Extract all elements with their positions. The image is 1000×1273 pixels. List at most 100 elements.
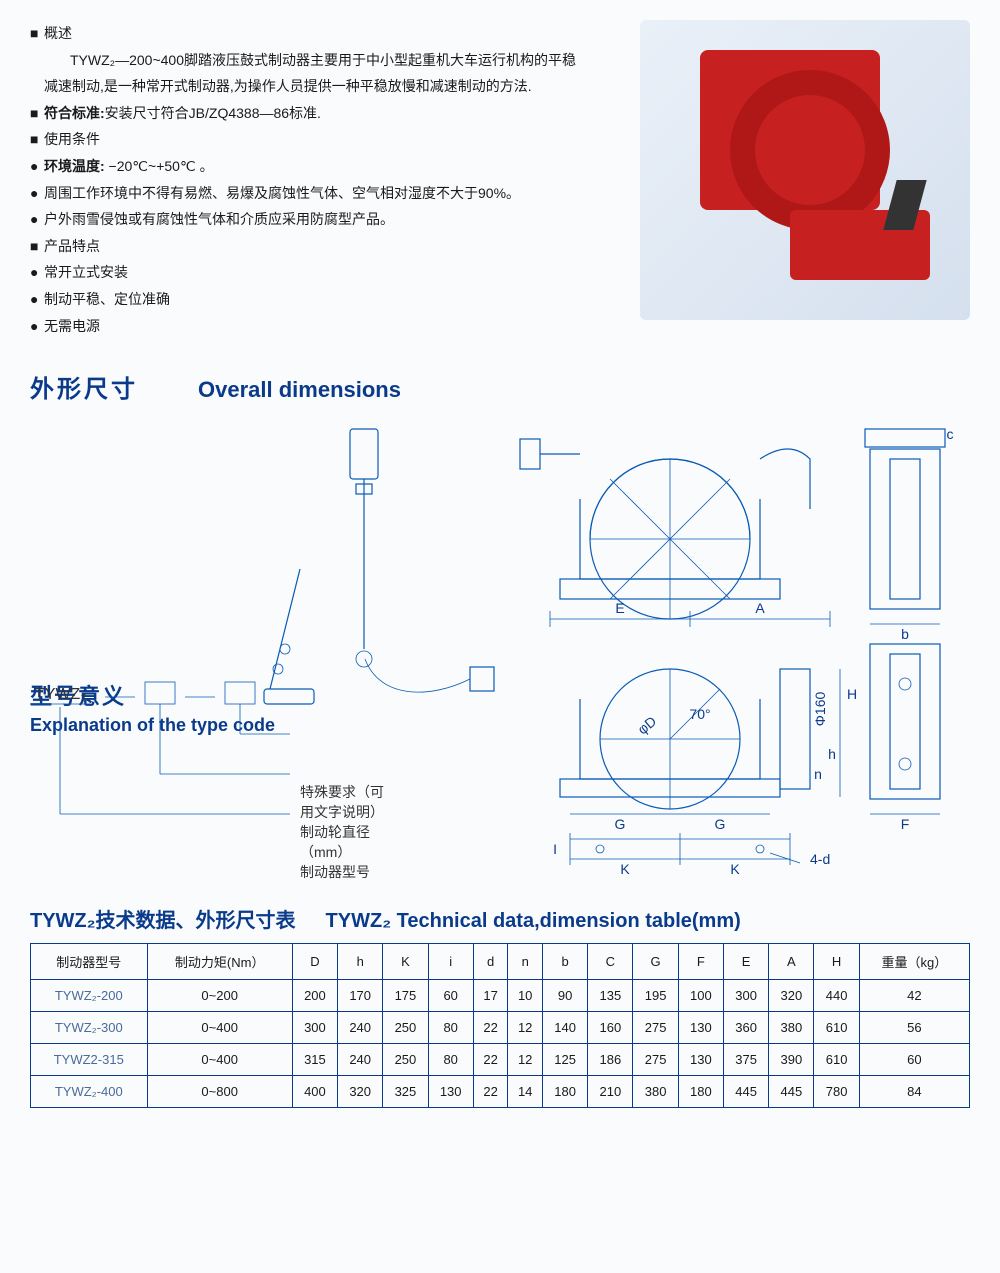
table-cell: 80	[428, 1012, 473, 1044]
svg-text:A: A	[755, 600, 765, 616]
table-cell: TYWZ2-315	[31, 1044, 148, 1076]
table-cell: 445	[769, 1076, 814, 1108]
table-header: 制动力矩(Nm）	[147, 944, 292, 980]
svg-text:K: K	[730, 861, 740, 877]
svg-text:K: K	[620, 861, 630, 877]
table-cell: 0~800	[147, 1076, 292, 1108]
table-cell: 390	[769, 1044, 814, 1076]
svg-text:b: b	[901, 626, 909, 642]
table-cell: 130	[678, 1012, 723, 1044]
table-cell: 210	[588, 1076, 633, 1108]
table-cell: 180	[542, 1076, 587, 1108]
svg-text:I: I	[553, 841, 557, 857]
table-cell: 135	[588, 980, 633, 1012]
product-photo	[640, 20, 970, 320]
table-cell: 170	[338, 980, 383, 1012]
table-cell: 325	[383, 1076, 428, 1108]
svg-text:G: G	[615, 816, 626, 832]
svg-text:70°: 70°	[689, 706, 710, 722]
table-cell: 400	[292, 1076, 337, 1108]
table-cell: TYWZ₂-300	[31, 1012, 148, 1044]
table-cell: 56	[859, 1012, 969, 1044]
table-cell: 90	[542, 980, 587, 1012]
svg-text:4-d: 4-d	[810, 851, 830, 867]
table-cell: 440	[814, 980, 859, 1012]
overview-line1: TYWZ₂—200~400脚踏液压鼓式制动器主要用于中小型起重机大车运行机构的平…	[30, 47, 620, 74]
table-cell: 380	[769, 1012, 814, 1044]
table-cell: 17	[473, 980, 508, 1012]
svg-text:φD: φD	[634, 713, 659, 738]
svg-text:Φ160: Φ160	[812, 692, 828, 727]
table-cell: 12	[508, 1044, 543, 1076]
table-header: G	[633, 944, 678, 980]
table-header: n	[508, 944, 543, 980]
table-row: TYWZ₂-3000~40030024025080221214016027513…	[31, 1012, 970, 1044]
table-header: F	[678, 944, 723, 980]
table-cell: 275	[633, 1012, 678, 1044]
table-cell: 315	[292, 1044, 337, 1076]
table-cell: 0~200	[147, 980, 292, 1012]
table-cell: 60	[428, 980, 473, 1012]
table-cell: 125	[542, 1044, 587, 1076]
table-header: d	[473, 944, 508, 980]
table-cell: 84	[859, 1076, 969, 1108]
table-cell: 140	[542, 1012, 587, 1044]
table-cell: 100	[678, 980, 723, 1012]
table-cell: 0~400	[147, 1012, 292, 1044]
table-cell: 130	[678, 1044, 723, 1076]
table-cell: 240	[338, 1012, 383, 1044]
table-cell: 186	[588, 1044, 633, 1076]
table-cell: 300	[723, 980, 768, 1012]
table-cell: 300	[292, 1012, 337, 1044]
svg-text:H: H	[847, 686, 857, 702]
svg-text:TYWZ₂: TYWZ₂	[35, 686, 87, 703]
table-header: H	[814, 944, 859, 980]
table-cell: 360	[723, 1012, 768, 1044]
table-header: i	[428, 944, 473, 980]
svg-text:c: c	[947, 426, 954, 442]
overview-text: ■概述 TYWZ₂—200~400脚踏液压鼓式制动器主要用于中小型起重机大车运行…	[30, 20, 620, 339]
table-cell: 12	[508, 1012, 543, 1044]
table-title: TYWZ₂技术数据、外形尺寸表 TYWZ₂ Technical data,dim…	[30, 904, 970, 933]
table-cell: 250	[383, 1012, 428, 1044]
table-cell: TYWZ₂-200	[31, 980, 148, 1012]
table-cell: 610	[814, 1044, 859, 1076]
svg-text:F: F	[901, 816, 910, 832]
table-cell: 610	[814, 1012, 859, 1044]
table-header: E	[723, 944, 768, 980]
table-cell: 22	[473, 1044, 508, 1076]
diagram-area: E A c b φD 70° Φ160 G G	[30, 419, 970, 879]
table-cell: 445	[723, 1076, 768, 1108]
overview-section: ■概述 TYWZ₂—200~400脚踏液压鼓式制动器主要用于中小型起重机大车运行…	[30, 20, 970, 339]
table-cell: 175	[383, 980, 428, 1012]
table-cell: 10	[508, 980, 543, 1012]
dimensions-title: 外形尺寸 Overall dimensions	[30, 369, 970, 404]
overview-line2: 减速制动,是一种常开式制动器,为操作人员提供一种平稳放慢和减速制动的方法.	[30, 73, 620, 100]
svg-text:E: E	[615, 600, 624, 616]
table-cell: 780	[814, 1076, 859, 1108]
svg-text:n: n	[814, 766, 822, 782]
table-cell: 80	[428, 1044, 473, 1076]
table-cell: 160	[588, 1012, 633, 1044]
dimension-table: 制动器型号制动力矩(Nm）DhKidnbCGFEAH重量（kg） TYWZ₂-2…	[30, 943, 970, 1108]
table-cell: 22	[473, 1012, 508, 1044]
table-row: TYWZ2-3150~40031524025080221212518627513…	[31, 1044, 970, 1076]
table-cell: 200	[292, 980, 337, 1012]
table-cell: 380	[633, 1076, 678, 1108]
table-header: D	[292, 944, 337, 980]
table-cell: 240	[338, 1044, 383, 1076]
typecode-block: 型号意义 Explanation of the type code TYWZ₂ …	[30, 679, 390, 751]
table-header: C	[588, 944, 633, 980]
table-row: TYWZ₂-4000~80040032032513022141802103801…	[31, 1076, 970, 1108]
table-cell: TYWZ₂-400	[31, 1076, 148, 1108]
table-cell: 275	[633, 1044, 678, 1076]
table-cell: 250	[383, 1044, 428, 1076]
table-cell: 180	[678, 1076, 723, 1108]
table-cell: 22	[473, 1076, 508, 1108]
table-cell: 320	[338, 1076, 383, 1108]
table-header: K	[383, 944, 428, 980]
table-header: 重量（kg）	[859, 944, 969, 980]
table-cell: 195	[633, 980, 678, 1012]
table-cell: 375	[723, 1044, 768, 1076]
overview-header: 概述	[44, 20, 72, 47]
